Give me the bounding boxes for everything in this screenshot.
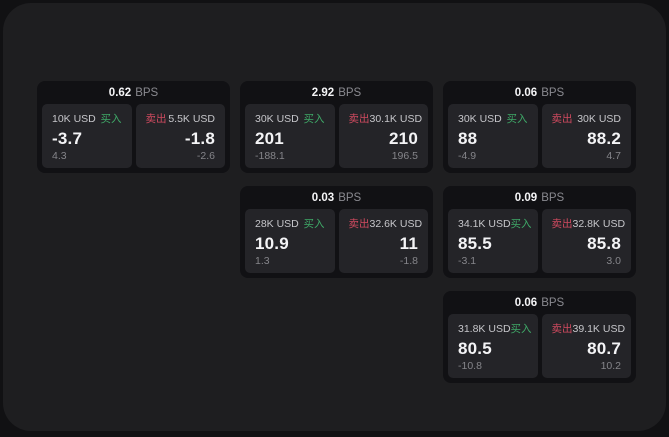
quote-card: 0.62 BPS 10K USD 买入 -3.7 4.3 卖出 5.5K USD… [37,81,230,173]
bps-unit: BPS [135,86,159,99]
buy-panel[interactable]: 31.8K USD 买入 80.5 -10.8 [448,314,538,378]
buy-delta: 1.3 [255,255,270,267]
sell-panel[interactable]: 卖出 32.6K USD 11 -1.8 [338,209,428,273]
panels: 34.1K USD 买入 85.5 -3.1 卖出 32.8K USD 85.8… [443,209,636,278]
sell-amount: 30K USD [577,113,621,125]
bps-header: 2.92 BPS [240,81,433,104]
buy-delta: 4.3 [52,150,67,162]
sell-panel[interactable]: 卖出 30.1K USD 210 196.5 [338,104,428,168]
buy-panel[interactable]: 30K USD 买入 88 -4.9 [448,104,538,168]
buy-delta: -188.1 [255,150,285,162]
bps-value: 0.06 [514,296,538,309]
buy-label: 买入 [303,218,325,230]
buy-amount: 28K USD [255,218,299,230]
sell-delta: 10.2 [600,360,621,372]
sell-price: -1.8 [184,128,215,148]
buy-amount: 34.1K USD [458,218,511,230]
buy-amount: 10K USD [52,113,96,125]
sell-price: 80.7 [587,338,621,358]
bps-unit: BPS [541,296,565,309]
sell-price: 88.2 [587,128,621,148]
sell-price: 210 [389,128,418,148]
buy-label: 买入 [100,113,122,125]
buy-price: 88 [458,128,478,148]
sell-price: 11 [399,233,418,253]
buy-price: 80.5 [458,338,492,358]
bps-value: 0.62 [108,86,132,99]
buy-delta: -10.8 [458,360,482,372]
panels: 31.8K USD 买入 80.5 -10.8 卖出 39.1K USD 80.… [443,314,636,383]
sell-delta: -1.8 [399,255,418,267]
bps-header: 0.06 BPS [443,81,636,104]
bps-header: 0.06 BPS [443,291,636,314]
buy-panel[interactable]: 28K USD 买入 10.9 1.3 [245,209,335,273]
panels: 10K USD 买入 -3.7 4.3 卖出 5.5K USD -1.8 -2.… [37,104,230,173]
sell-amount: 32.8K USD [572,218,626,230]
quote-card: 2.92 BPS 30K USD 买入 201 -188.1 卖出 30.1K … [240,81,433,173]
buy-amount: 30K USD [255,113,299,125]
buy-panel[interactable]: 30K USD 买入 201 -188.1 [245,104,335,168]
buy-delta: -4.9 [458,150,477,162]
quote-card: 0.06 BPS 31.8K USD 买入 80.5 -10.8 卖出 39.1… [443,291,636,383]
bps-header: 0.09 BPS [443,186,636,209]
bps-value: 0.03 [311,191,335,204]
buy-delta: -3.1 [458,255,477,267]
sell-amount: 30.1K USD [369,113,423,125]
quote-card: 0.09 BPS 34.1K USD 买入 85.5 -3.1 卖出 32.8K… [443,186,636,278]
sell-label: 卖出 [348,113,370,125]
buy-label: 买入 [506,113,528,125]
sell-delta: 4.7 [606,150,621,162]
buy-panel[interactable]: 10K USD 买入 -3.7 4.3 [42,104,132,168]
bps-header: 0.03 BPS [240,186,433,209]
buy-amount: 31.8K USD [458,323,511,335]
sell-delta: -2.6 [196,150,215,162]
bps-unit: BPS [541,86,565,99]
sell-delta: 196.5 [391,150,418,162]
buy-price: -3.7 [52,128,83,148]
bps-value: 0.06 [514,86,538,99]
bps-value: 2.92 [311,86,335,99]
sell-label: 卖出 [551,218,573,230]
sell-label: 卖出 [551,113,573,125]
buy-price: 201 [255,128,284,148]
buy-label: 买入 [510,218,532,230]
sell-delta: 3.0 [606,255,621,267]
sell-panel[interactable]: 卖出 32.8K USD 85.8 3.0 [541,209,631,273]
sell-amount: 32.6K USD [369,218,423,230]
sell-panel[interactable]: 卖出 30K USD 88.2 4.7 [541,104,631,168]
bps-unit: BPS [338,191,362,204]
bps-header: 0.62 BPS [37,81,230,104]
sell-label: 卖出 [348,218,370,230]
sell-price: 85.8 [587,233,621,253]
panels: 30K USD 买入 201 -188.1 卖出 30.1K USD 210 1… [240,104,433,173]
quote-card: 0.06 BPS 30K USD 买入 88 -4.9 卖出 30K USD 8… [443,81,636,173]
buy-label: 买入 [510,323,532,335]
bps-unit: BPS [541,191,565,204]
sell-panel[interactable]: 卖出 5.5K USD -1.8 -2.6 [135,104,225,168]
sell-panel[interactable]: 卖出 39.1K USD 80.7 10.2 [541,314,631,378]
bps-value: 0.09 [514,191,538,204]
panels: 28K USD 买入 10.9 1.3 卖出 32.6K USD 11 -1.8 [240,209,433,278]
sell-label: 卖出 [551,323,573,335]
bps-unit: BPS [338,86,362,99]
buy-price: 10.9 [255,233,289,253]
sell-amount: 5.5K USD [168,113,215,125]
sell-label: 卖出 [145,113,167,125]
quote-card: 0.03 BPS 28K USD 买入 10.9 1.3 卖出 32.6K US… [240,186,433,278]
buy-price: 85.5 [458,233,492,253]
buy-amount: 30K USD [458,113,502,125]
buy-panel[interactable]: 34.1K USD 买入 85.5 -3.1 [448,209,538,273]
panels: 30K USD 买入 88 -4.9 卖出 30K USD 88.2 4.7 [443,104,636,173]
sell-amount: 39.1K USD [572,323,626,335]
buy-label: 买入 [303,113,325,125]
